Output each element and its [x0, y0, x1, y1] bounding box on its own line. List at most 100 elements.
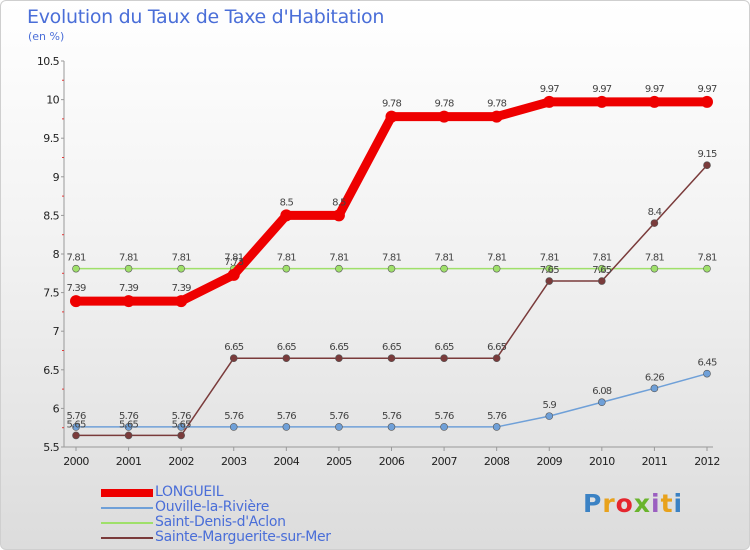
data-point	[492, 423, 501, 431]
legend-swatch	[101, 522, 153, 524]
x-tick-label: 2000	[63, 455, 89, 468]
x-tick-label: 2006	[379, 455, 405, 468]
data-label: 7.65	[592, 265, 612, 276]
data-point	[229, 423, 238, 431]
data-label: 5.76	[119, 411, 139, 422]
data-label: 7.39	[66, 283, 86, 294]
data-label: 6.26	[645, 372, 665, 383]
legend-label: Saint-Denis-d'Aclon	[155, 514, 286, 530]
data-label: 7.39	[119, 283, 139, 294]
data-label: 6.65	[224, 342, 244, 353]
data-label: 6.08	[592, 386, 612, 397]
data-label: 9.97	[592, 84, 612, 95]
data-point	[282, 423, 291, 431]
data-point	[440, 354, 448, 363]
data-point	[595, 95, 608, 108]
data-label: 6.65	[487, 342, 507, 353]
data-point	[387, 354, 396, 363]
data-label: 7.73	[224, 257, 244, 268]
logo-letter: x	[633, 489, 651, 518]
data-label: 5.65	[119, 419, 139, 430]
data-label: 7.81	[382, 253, 402, 264]
x-tick-label: 2005	[326, 455, 352, 468]
data-label: 9.78	[487, 99, 507, 110]
data-label: 7.81	[697, 253, 717, 264]
data-point	[124, 264, 133, 273]
data-point	[703, 369, 711, 378]
data-point	[545, 277, 554, 285]
y-tick-label: 7.5	[43, 287, 59, 300]
x-tick-label: 2004	[274, 455, 300, 468]
data-label: 9.78	[382, 99, 402, 110]
logo-letter: i	[651, 489, 661, 518]
data-label: 7.81	[172, 253, 192, 264]
chart-title: Evolution du Taux de Taxe d'Habitation	[27, 6, 385, 28]
data-label: 6.45	[697, 358, 717, 369]
data-label: 9.78	[435, 99, 455, 110]
data-point	[543, 95, 556, 108]
legend-label: Sainte-Marguerite-sur-Mer	[155, 529, 331, 545]
logo-letter: t	[660, 489, 674, 518]
data-label: 5.9	[542, 400, 556, 411]
data-point	[385, 110, 398, 123]
data-point	[70, 295, 82, 308]
x-tick-label: 2012	[694, 455, 720, 468]
data-point	[229, 354, 238, 363]
x-tick-label: 2002	[168, 455, 194, 468]
logo-letter: P	[583, 489, 603, 518]
y-tick-label: 10.5	[37, 55, 60, 68]
data-label: 7.81	[540, 253, 560, 264]
data-point	[650, 264, 659, 273]
y-tick-label: 8	[53, 248, 60, 261]
data-label: 7.65	[540, 265, 560, 276]
series-lines	[70, 95, 713, 440]
data-point	[72, 423, 80, 431]
data-label: 5.76	[277, 411, 297, 422]
y-tick-label: 5.5	[43, 441, 59, 454]
data-label: 7.81	[224, 253, 244, 264]
data-label: 5.65	[172, 419, 192, 430]
x-tick-label: 2009	[536, 455, 562, 468]
data-point	[440, 423, 448, 431]
y-tick-label: 6.5	[43, 364, 59, 377]
data-point	[648, 95, 661, 108]
data-label: 5.76	[382, 411, 402, 422]
data-point	[545, 264, 554, 273]
data-point	[332, 209, 345, 222]
data-label: 6.65	[435, 342, 455, 353]
data-point	[280, 209, 293, 222]
data-point	[72, 431, 80, 440]
data-point	[335, 264, 343, 273]
data-label: 8.5	[332, 197, 346, 208]
data-label: 5.65	[66, 419, 86, 430]
legend-swatch	[101, 489, 153, 497]
data-label: 5.76	[329, 411, 349, 422]
y-tick-label: 6	[53, 402, 60, 415]
data-point	[598, 264, 606, 273]
data-label: 7.81	[435, 253, 455, 264]
x-tick-label: 2001	[116, 455, 142, 468]
data-label: 5.76	[487, 411, 507, 422]
data-point	[598, 277, 606, 285]
data-label: 8.4	[648, 207, 662, 218]
x-tick-label: 2007	[431, 455, 457, 468]
y-tick-label: 9.5	[43, 132, 59, 145]
logo-letter: o	[615, 489, 634, 518]
data-label: 5.76	[224, 411, 244, 422]
y-tick-label: 7	[53, 325, 60, 338]
data-label: 5.76	[172, 411, 192, 422]
data-point	[650, 219, 659, 227]
data-label: 7.81	[487, 253, 507, 264]
data-point	[72, 264, 80, 273]
x-tick-label: 2011	[642, 455, 668, 468]
data-label: 9.97	[540, 84, 560, 95]
logo-letter: r	[602, 489, 616, 518]
legend-label: Ouville-la-Rivière	[155, 499, 270, 515]
data-label: 7.81	[329, 253, 349, 264]
data-point	[440, 264, 448, 273]
data-point	[335, 354, 343, 363]
data-point	[227, 268, 240, 281]
unit-label: (en %)	[28, 30, 65, 43]
data-label: 5.76	[66, 411, 86, 422]
